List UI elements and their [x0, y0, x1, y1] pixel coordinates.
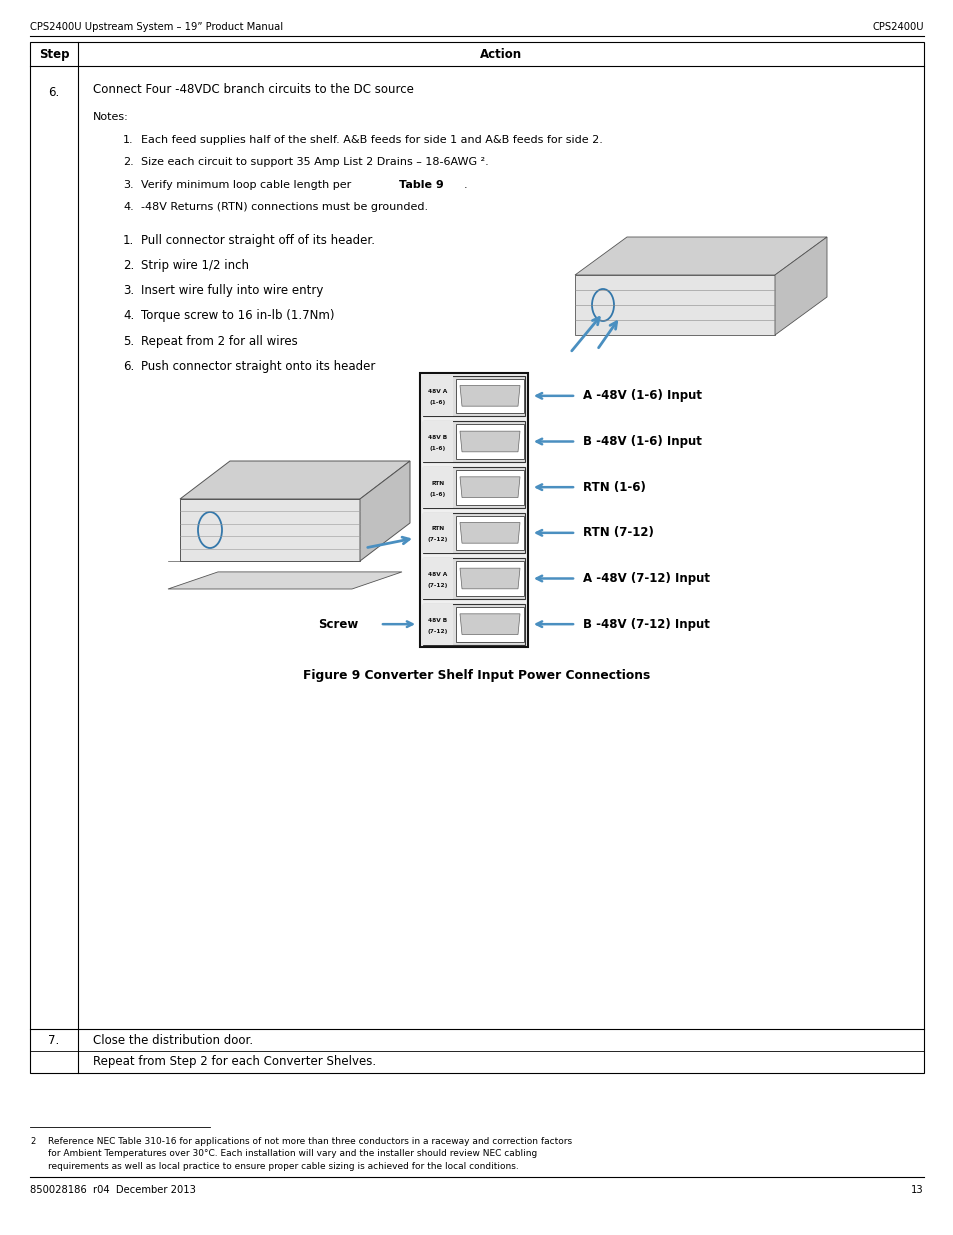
Text: RTN: RTN — [431, 526, 444, 531]
Text: Each feed supplies half of the shelf. A&B feeds for side 1 and A&B feeds for sid: Each feed supplies half of the shelf. A&… — [141, 135, 602, 144]
Text: (7-12): (7-12) — [427, 583, 448, 588]
Bar — [456, 606, 523, 641]
Text: (1-6): (1-6) — [430, 400, 446, 405]
Text: Figure 9 Converter Shelf Input Power Connections: Figure 9 Converter Shelf Input Power Con… — [303, 669, 650, 682]
Bar — [456, 424, 523, 459]
Text: 850028186  r04  December 2013: 850028186 r04 December 2013 — [30, 1186, 195, 1195]
Bar — [456, 515, 523, 550]
Bar — [422, 558, 524, 599]
Text: Screw: Screw — [317, 618, 358, 631]
Polygon shape — [459, 431, 519, 452]
Bar — [422, 513, 524, 553]
Bar — [422, 513, 453, 553]
Polygon shape — [459, 385, 519, 406]
Bar — [456, 469, 523, 505]
Bar — [422, 467, 453, 508]
Text: 1.: 1. — [123, 233, 134, 247]
Text: A -48V (1-6) Input: A -48V (1-6) Input — [582, 389, 701, 403]
Text: 13: 13 — [910, 1186, 923, 1195]
Polygon shape — [774, 237, 826, 335]
Text: 6.: 6. — [123, 359, 134, 373]
Text: CPS2400U: CPS2400U — [871, 22, 923, 32]
Text: Repeat from Step 2 for each Converter Shelves.: Repeat from Step 2 for each Converter Sh… — [92, 1056, 375, 1068]
Text: Repeat from 2 for all wires: Repeat from 2 for all wires — [141, 335, 297, 347]
Text: 2: 2 — [30, 1137, 35, 1146]
Text: 3.: 3. — [123, 284, 134, 298]
Bar — [419, 373, 527, 647]
Text: (7-12): (7-12) — [427, 537, 448, 542]
Polygon shape — [359, 461, 410, 561]
Text: Push connector straight onto its header: Push connector straight onto its header — [141, 359, 375, 373]
Text: Pull connector straight off of its header.: Pull connector straight off of its heade… — [141, 233, 375, 247]
Bar — [422, 375, 453, 416]
Text: Insert wire fully into wire entry: Insert wire fully into wire entry — [141, 284, 323, 298]
Text: Strip wire 1/2 inch: Strip wire 1/2 inch — [141, 259, 249, 272]
Polygon shape — [459, 477, 519, 498]
Polygon shape — [180, 499, 359, 561]
Text: 48V A: 48V A — [428, 572, 447, 577]
Text: (7-12): (7-12) — [427, 629, 448, 634]
Text: RTN (1-6): RTN (1-6) — [582, 480, 645, 494]
Text: -48V Returns (RTN) connections must be grounded.: -48V Returns (RTN) connections must be g… — [141, 203, 428, 212]
Text: 7.: 7. — [49, 1034, 60, 1046]
Text: 48V B: 48V B — [428, 618, 447, 622]
Bar — [30, 42, 923, 1073]
Text: 4.: 4. — [123, 309, 134, 322]
Polygon shape — [459, 614, 519, 635]
Text: Close the distribution door.: Close the distribution door. — [92, 1034, 253, 1046]
Text: CPS2400U Upstream System – 19” Product Manual: CPS2400U Upstream System – 19” Product M… — [30, 22, 283, 32]
Text: Notes:: Notes: — [92, 112, 129, 122]
Polygon shape — [459, 522, 519, 543]
Text: Step: Step — [39, 47, 70, 61]
Polygon shape — [575, 237, 826, 275]
Polygon shape — [459, 568, 519, 589]
Polygon shape — [180, 461, 410, 499]
Text: Size each circuit to support 35 Amp List 2 Drains – 18-6AWG ².: Size each circuit to support 35 Amp List… — [141, 157, 488, 167]
Text: 5.: 5. — [123, 335, 134, 347]
Polygon shape — [168, 572, 401, 589]
Text: B -48V (7-12) Input: B -48V (7-12) Input — [582, 618, 709, 631]
Text: .: . — [463, 180, 467, 190]
Bar — [422, 421, 453, 462]
Polygon shape — [575, 275, 774, 335]
Text: Reference NEC Table 310-16 for applications of not more than three conductors in: Reference NEC Table 310-16 for applicati… — [48, 1137, 572, 1171]
Text: 48V A: 48V A — [428, 389, 447, 394]
Text: 4.: 4. — [123, 203, 133, 212]
Text: Verify minimum loop cable length per: Verify minimum loop cable length per — [141, 180, 355, 190]
Text: (1-6): (1-6) — [430, 492, 446, 496]
Text: B -48V (1-6) Input: B -48V (1-6) Input — [582, 435, 701, 448]
Text: Action: Action — [479, 47, 521, 61]
Text: 6.: 6. — [49, 86, 60, 99]
Bar — [422, 467, 524, 508]
Text: 2.: 2. — [123, 157, 133, 167]
Bar — [456, 378, 523, 414]
Bar — [422, 558, 453, 599]
Text: 3.: 3. — [123, 180, 133, 190]
Text: A -48V (7-12) Input: A -48V (7-12) Input — [582, 572, 709, 585]
Bar — [422, 604, 524, 645]
Text: RTN: RTN — [431, 480, 444, 485]
Text: Table 9: Table 9 — [398, 180, 443, 190]
Bar — [422, 421, 524, 462]
Text: 2.: 2. — [123, 259, 134, 272]
Bar — [422, 375, 524, 416]
Text: 1.: 1. — [123, 135, 133, 144]
Text: (1-6): (1-6) — [430, 446, 446, 451]
Bar — [456, 561, 523, 595]
Text: 48V B: 48V B — [428, 435, 447, 440]
Text: Torque screw to 16 in-lb (1.7Nm): Torque screw to 16 in-lb (1.7Nm) — [141, 309, 335, 322]
Text: RTN (7-12): RTN (7-12) — [582, 526, 653, 540]
Bar — [422, 604, 453, 645]
Text: Connect Four -48VDC branch circuits to the DC source: Connect Four -48VDC branch circuits to t… — [92, 83, 414, 96]
